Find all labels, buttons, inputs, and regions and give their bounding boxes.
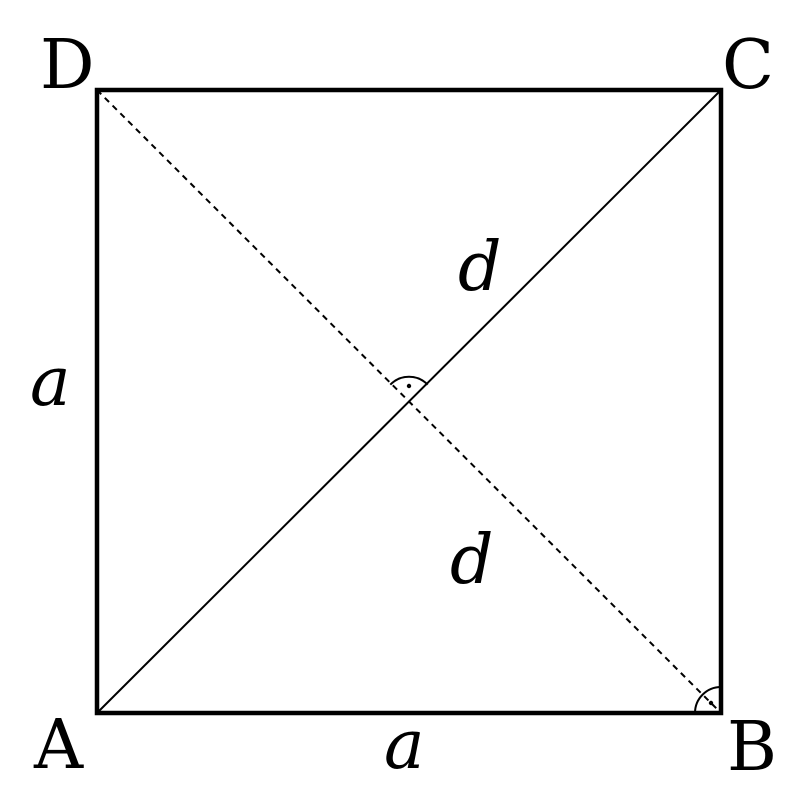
side-label-left: a xyxy=(30,343,71,422)
vertex-label-d: D xyxy=(40,26,95,105)
vertex-label-c: C xyxy=(722,26,774,105)
right-angle-arc-b xyxy=(694,686,722,714)
diagonal-label-lower: d xyxy=(450,521,494,600)
diagonal-label-upper: d xyxy=(458,228,502,307)
diagonal-db xyxy=(96,89,722,714)
right-angle-arc-center xyxy=(389,375,429,386)
vertex-label-b: B xyxy=(727,708,777,787)
vertex-label-a: A xyxy=(33,706,84,785)
side-label-bottom: a xyxy=(384,706,425,785)
right-angle-dot-center xyxy=(406,383,412,389)
right-angle-dot-b xyxy=(708,700,714,706)
square-outline xyxy=(94,87,724,716)
